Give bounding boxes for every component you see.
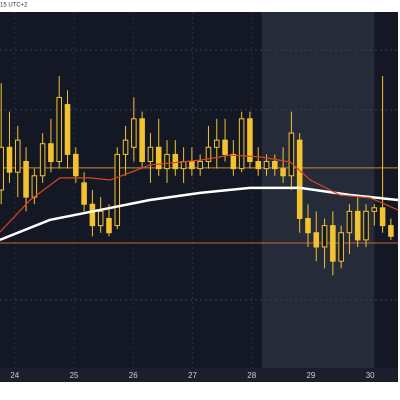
candle-body <box>56 96 63 163</box>
candle-body <box>263 161 270 170</box>
candle-body <box>131 118 137 148</box>
candle-body <box>180 161 187 170</box>
candle-body <box>280 168 286 177</box>
candle-body <box>305 217 311 234</box>
candle-body <box>330 225 336 262</box>
candle-body <box>371 207 378 212</box>
candle-body <box>338 232 344 262</box>
x-tick-label: 25 <box>70 371 79 380</box>
candle-body <box>6 146 13 173</box>
candle-body <box>379 207 386 227</box>
x-tick-label: 27 <box>188 371 197 380</box>
x-tick-label: 28 <box>247 371 256 380</box>
candle-body <box>64 104 71 155</box>
candle-body <box>222 139 228 155</box>
candle-body <box>114 153 121 227</box>
candle-body <box>247 118 253 163</box>
candle-body <box>346 210 353 234</box>
candle-body <box>31 175 38 198</box>
candle-body <box>89 203 96 227</box>
candle-body <box>255 161 262 170</box>
time-axis <box>0 368 398 382</box>
candle-body <box>388 225 394 237</box>
candle-body <box>213 139 220 148</box>
candle-body <box>139 118 145 163</box>
candle-body <box>354 210 361 241</box>
candle-body <box>97 210 104 227</box>
candle-body <box>172 153 179 170</box>
moving-average <box>0 154 399 233</box>
candle-body <box>73 153 79 177</box>
x-tick-label: 29 <box>306 371 315 380</box>
candle-body <box>48 143 54 163</box>
candle-body <box>147 146 154 163</box>
moving-average <box>0 186 399 242</box>
candle-body <box>81 182 87 205</box>
candle-body <box>106 217 112 234</box>
candle-body <box>238 118 245 170</box>
candle-body <box>313 232 320 248</box>
candle-body <box>288 132 295 177</box>
candle-body <box>205 146 212 163</box>
candle-body <box>23 161 29 198</box>
header-text: 15 UTC+2 <box>0 3 28 9</box>
candle-body <box>39 143 46 177</box>
candle-body <box>164 153 170 170</box>
candle-body <box>230 153 237 170</box>
candle-body <box>363 210 369 241</box>
candle-body <box>197 161 203 170</box>
candle-body <box>296 139 303 219</box>
x-tick-label: 30 <box>366 371 375 380</box>
x-tick-label: 24 <box>10 371 19 380</box>
candle-body <box>155 146 162 170</box>
candle-body <box>122 139 129 155</box>
candle-body <box>189 161 195 170</box>
candle-body <box>0 146 4 191</box>
candle-body <box>14 139 21 173</box>
x-tick-label: 26 <box>129 371 138 380</box>
candle-body <box>321 225 328 248</box>
candle-body <box>272 161 278 170</box>
